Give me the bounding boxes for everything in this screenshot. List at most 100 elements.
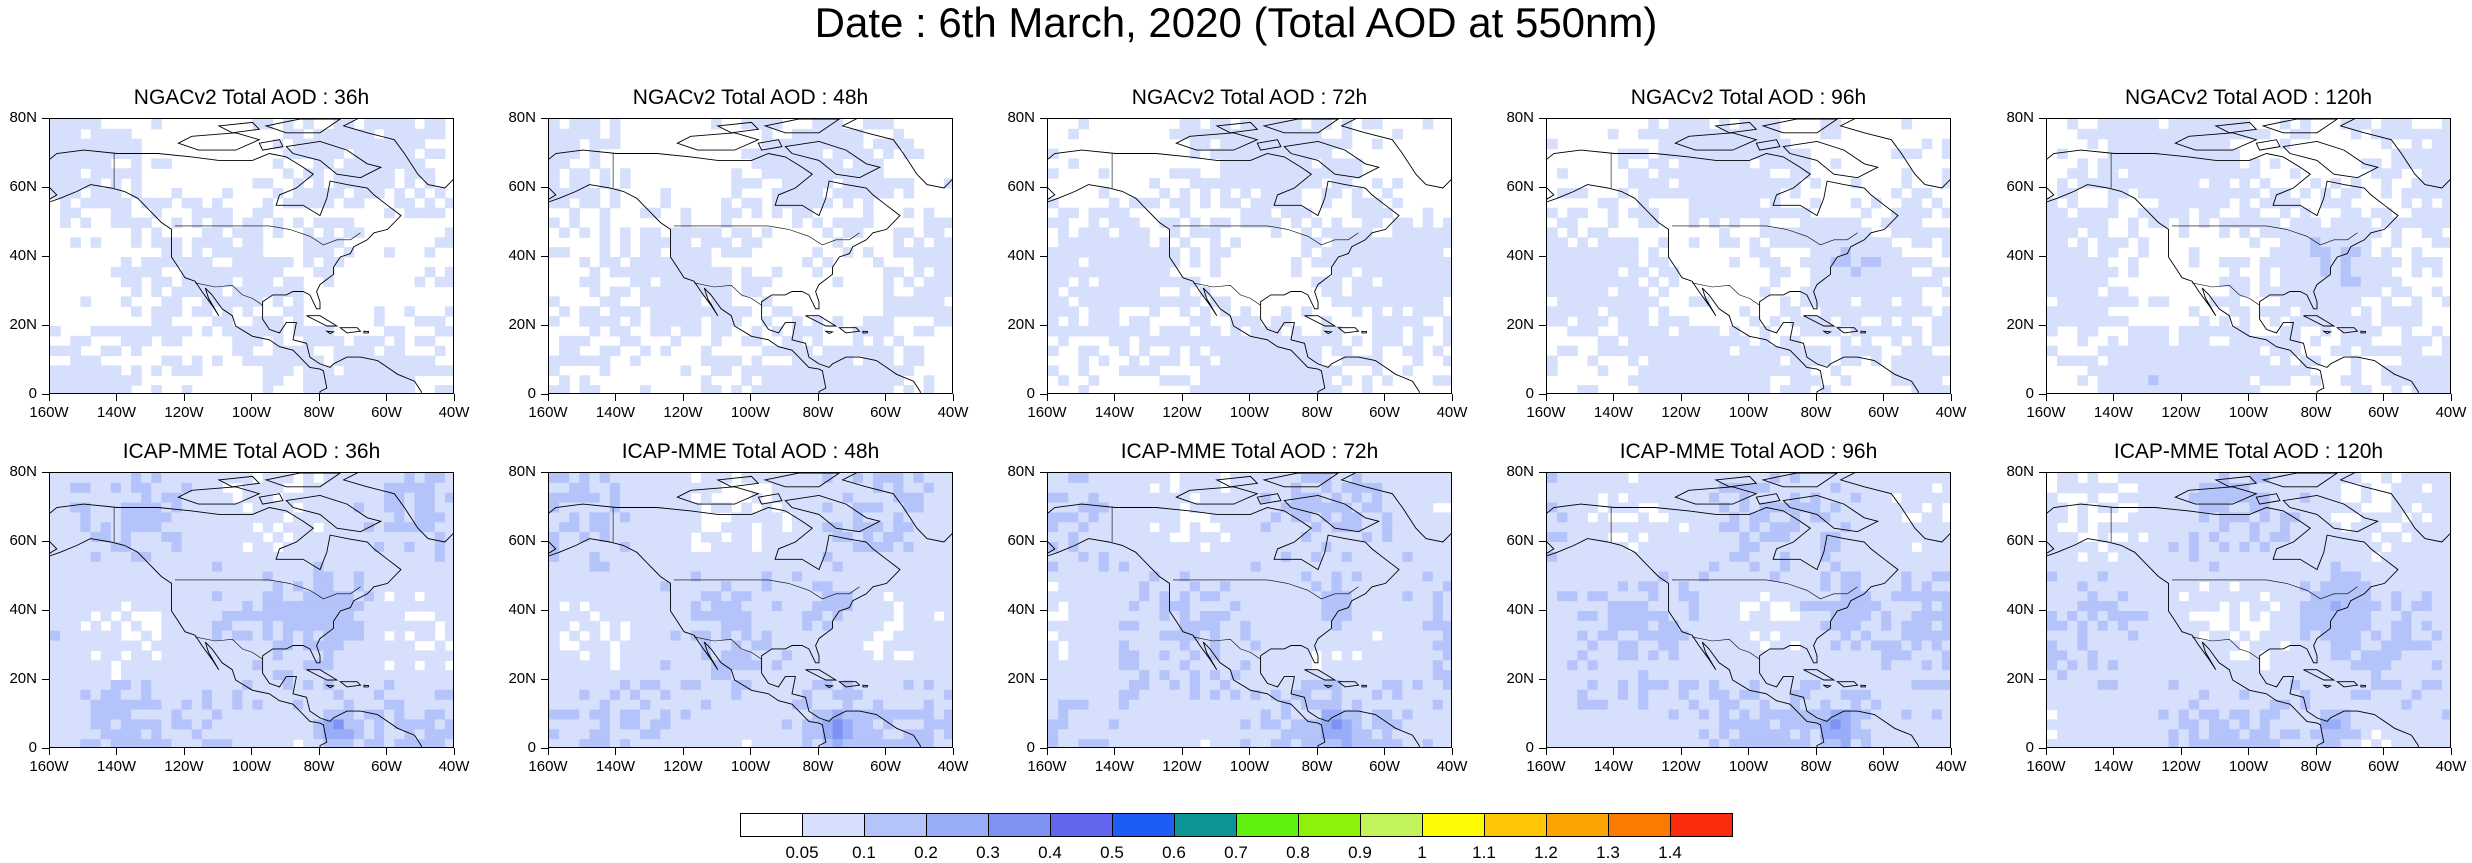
aod-cell (313, 690, 324, 700)
aod-cell (2118, 356, 2129, 366)
aod-cell (384, 365, 395, 375)
aod-cell (620, 572, 631, 582)
aod-cell (263, 365, 274, 375)
aod-cell (364, 158, 375, 168)
aod-cell (121, 562, 132, 572)
aod-cell (924, 611, 935, 621)
aod-cell (293, 700, 304, 710)
aod-cell (1912, 287, 1923, 297)
aod-cell (2432, 218, 2443, 228)
aod-cell (822, 227, 833, 237)
aod-cell (853, 385, 864, 394)
aod-cell (1190, 139, 1201, 149)
aod-cell (1699, 198, 1710, 208)
aod-cell (630, 267, 641, 277)
aod-cell (2148, 218, 2159, 228)
aod-cell (1332, 365, 1343, 375)
aod-cell (1942, 168, 1951, 178)
aod-cell (1922, 188, 1933, 198)
aod-cell (741, 119, 752, 129)
aod-cell (2361, 277, 2372, 287)
longitude-label: 140W (87, 758, 147, 776)
aod-cell (1139, 365, 1150, 375)
aod-cell (1220, 356, 1231, 366)
aod-cell (404, 572, 415, 582)
aod-cell (1099, 287, 1110, 297)
aod-cell (1200, 198, 1211, 208)
aod-cell (893, 591, 904, 601)
aod-cell (863, 581, 874, 591)
aod-cell (445, 522, 454, 532)
aod-cell (1382, 287, 1393, 297)
aod-cell (590, 483, 601, 493)
aod-cell (1048, 218, 1059, 228)
aod-cell (934, 493, 945, 503)
aod-cell (1750, 346, 1761, 356)
aod-cell (182, 257, 193, 267)
aod-cell (242, 572, 253, 582)
aod-cell (1871, 287, 1882, 297)
aod-cell (1362, 385, 1373, 394)
aod-cell (1170, 277, 1181, 287)
aod-cell (893, 512, 904, 522)
aod-cell (1068, 237, 1079, 247)
aod-cell (2371, 326, 2382, 336)
aod-cell (263, 601, 274, 611)
aod-cell (1922, 306, 1933, 316)
latitude-tick (1539, 256, 1546, 257)
aod-cell (559, 621, 570, 631)
aod-cell (671, 227, 682, 237)
aod-cell (2189, 158, 2200, 168)
aod-cell (70, 237, 81, 247)
aod-cell (1311, 149, 1322, 159)
aod-cell (425, 621, 436, 631)
aod-cell (2432, 227, 2443, 237)
aod-cell (752, 385, 763, 394)
aod-cell (80, 483, 91, 493)
aod-cell (364, 385, 375, 394)
longitude-tick (49, 394, 50, 401)
aod-cell (1689, 346, 1700, 356)
aod-cell (263, 729, 274, 739)
aod-cell (303, 512, 314, 522)
aod-cell (1058, 247, 1069, 257)
aod-cell (1362, 119, 1373, 129)
aod-cell (415, 542, 426, 552)
aod-cell (1058, 375, 1069, 385)
aod-cell (1291, 356, 1302, 366)
aod-cell (711, 336, 722, 346)
aod-cell (1443, 257, 1452, 267)
aod-cell (60, 690, 71, 700)
aod-cell (91, 729, 102, 739)
aod-cell (101, 149, 112, 159)
aod-cell (691, 257, 702, 267)
aod-cell (863, 591, 874, 601)
aod-cell (2169, 375, 2180, 385)
aod-cell (650, 641, 661, 651)
aod-cell (2320, 257, 2331, 267)
aod-cell (283, 168, 294, 178)
aod-cell (620, 562, 631, 572)
aod-cell (792, 208, 803, 218)
aod-cell (131, 591, 142, 601)
aod-cell (263, 512, 274, 522)
aod-cell (752, 237, 763, 247)
aod-cell (192, 257, 203, 267)
aod-cell (394, 532, 405, 542)
aod-cell (1149, 247, 1160, 257)
aod-cell (2077, 247, 2088, 257)
aod-cell (273, 158, 284, 168)
aod-cell (1251, 218, 1262, 228)
aod-cell (1729, 365, 1740, 375)
aod-cell (1129, 277, 1140, 287)
aod-cell (1669, 129, 1680, 139)
aod-cell (1311, 129, 1322, 139)
aod-cell (1240, 218, 1251, 228)
longitude-label: 80W (2286, 404, 2346, 422)
aod-cell (2381, 257, 2392, 267)
aod-cell (843, 129, 854, 139)
aod-cell (172, 562, 183, 572)
aod-cell (50, 473, 61, 483)
aod-cell (2148, 158, 2159, 168)
aod-cell (1618, 316, 1629, 326)
